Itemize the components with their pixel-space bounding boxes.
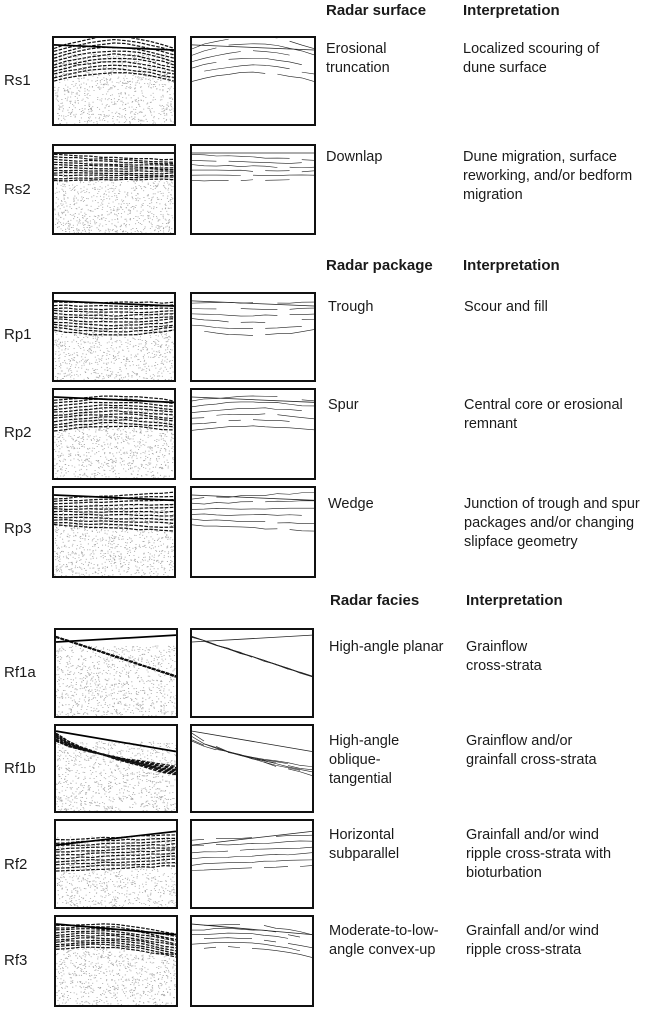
radargram-panel	[52, 144, 176, 235]
surface-interpretation-header: Interpretation	[463, 2, 560, 19]
radargram-panel	[52, 292, 176, 382]
line-interpretation-panel	[190, 388, 316, 480]
line-interpretation-panel	[190, 292, 316, 382]
radar-facies-header: Radar facies	[330, 592, 420, 609]
interpretation-text: Grainfall and/or wind ripple cross-strat…	[466, 827, 612, 881]
interpretation-text: Junction of trough and spur packages and…	[464, 496, 640, 550]
package-interpretation-header: Interpretation	[463, 257, 560, 274]
line-interpretation-panel	[190, 724, 314, 813]
interpretation-text: Grainflow cross-strata	[466, 639, 542, 674]
row-code-label: Rp2	[4, 424, 32, 441]
radar-element-name: Spur	[328, 397, 359, 413]
row-code-label: Rp3	[4, 520, 32, 537]
radar-surface-header: Radar surface	[326, 2, 427, 19]
interpretation-text: Localized scouring of dune surface	[463, 41, 600, 76]
row-code-label: Rs2	[4, 181, 31, 198]
line-interpretation-panel	[190, 36, 316, 126]
interpretation-text: Dune migration, surface reworking, and/o…	[463, 149, 633, 203]
line-interpretation-panel	[190, 628, 314, 718]
radargram-panel	[54, 915, 178, 1007]
radar-element-name: High-angle planar	[329, 639, 444, 655]
interpretation-text: Grainflow and/or grainfall cross-strata	[466, 733, 597, 768]
line-interpretation-panel	[190, 915, 314, 1007]
line-interpretation-panel	[190, 486, 316, 578]
line-interpretation-panel	[190, 144, 316, 235]
radargram-panel	[54, 628, 178, 718]
radar-element-name: Wedge	[328, 496, 374, 512]
radar-element-name: High-angle oblique- tangential	[329, 733, 400, 787]
facies-interpretation-header: Interpretation	[466, 592, 563, 609]
radar-package-header: Radar package	[326, 257, 433, 274]
radar-element-name: Erosional truncation	[326, 41, 390, 76]
radar-element-name: Trough	[328, 299, 374, 315]
row-code-label: Rp1	[4, 326, 32, 343]
radargram-panel	[52, 486, 176, 578]
row-code-label: Rs1	[4, 72, 31, 89]
row-code-label: Rf1b	[4, 760, 36, 777]
radar-element-name: Horizontal subparallel	[329, 827, 400, 862]
interpretation-text: Grainfall and/or wind ripple cross-strat…	[466, 923, 599, 958]
radar-element-name: Downlap	[326, 149, 383, 165]
row-code-label: Rf1a	[4, 664, 36, 681]
radargram-panel	[54, 724, 178, 813]
line-interpretation-panel	[190, 819, 314, 909]
interpretation-text: Scour and fill	[464, 299, 548, 315]
row-code-label: Rf2	[4, 856, 28, 873]
radar-element-name: Moderate-to-low- angle convex-up	[329, 923, 439, 958]
interpretation-text: Central core or erosional remnant	[464, 397, 623, 432]
radargram-panel	[52, 388, 176, 480]
row-code-label: Rf3	[4, 952, 28, 969]
radargram-panel	[52, 36, 176, 126]
radargram-panel	[54, 819, 178, 909]
